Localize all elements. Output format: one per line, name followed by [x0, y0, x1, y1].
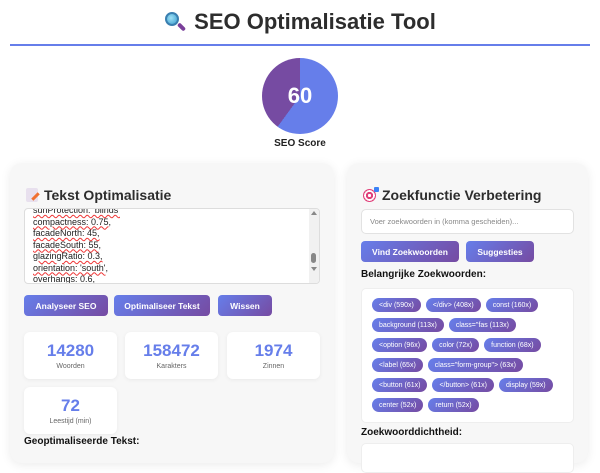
stat-label: Karakters [156, 363, 187, 370]
search-panel-header: Zoekfunctie Verbetering [363, 186, 542, 203]
text-optimization-panel: Tekst Optimalisatie sunProtection: 'blin… [10, 163, 334, 463]
seo-score-pie: 60 [262, 58, 338, 134]
stat-label: Woorden [56, 363, 85, 370]
textarea-line: glazingRatio: 0.3, [33, 251, 103, 261]
seo-score-value: 60 [287, 83, 313, 108]
clear-button[interactable]: Wissen [218, 295, 272, 316]
stat-value: 1974 [254, 341, 293, 360]
keyword-tag[interactable]: <button (61x) [372, 378, 428, 392]
keyword-density-box [361, 443, 574, 473]
keyword-tag[interactable]: color (72x) [432, 338, 480, 352]
target-icon [363, 186, 379, 202]
stat-sentences: 1974 Zinnen [227, 332, 320, 379]
keyword-tag[interactable]: </div> (408x) [425, 298, 481, 312]
stat-value: 14280 [46, 341, 95, 360]
optimize-text-button[interactable]: Optimaliseer Tekst [114, 295, 210, 316]
keyword-density-label: Zoekwoorddichtheid: [361, 427, 463, 438]
stat-label: Zinnen [262, 363, 285, 370]
textarea-line: sunProtection: 'blinds' [33, 208, 120, 215]
app-header: SEO Optimalisatie Tool [10, 0, 590, 46]
keyword-tag[interactable]: class="fas (113x) [448, 318, 516, 332]
keyword-tag[interactable]: </button> (61x) [432, 378, 494, 392]
keyword-tag[interactable]: <label (65x) [372, 358, 423, 372]
stat-value: 72 [61, 396, 80, 415]
text-panel-header: Tekst Optimalisatie [26, 187, 171, 203]
scroll-thumb[interactable] [311, 253, 316, 263]
textarea-line: orientation: 'south', [33, 262, 108, 273]
suggestions-button[interactable]: Suggesties [466, 241, 534, 262]
search-panel-title: Zoekfunctie Verbetering [382, 187, 542, 203]
textarea-scrollbar[interactable] [309, 209, 319, 283]
keyword-tag[interactable]: const (160x) [485, 298, 539, 312]
memo-icon [26, 188, 38, 202]
keyword-tag[interactable]: background (113x) [372, 318, 444, 332]
keyword-tag[interactable]: center (52x) [372, 398, 424, 412]
text-panel-title: Tekst Optimalisatie [44, 187, 172, 203]
keyword-tag[interactable]: <option (96x) [372, 338, 428, 352]
keyword-tag[interactable]: class="form-group"> (63x) [427, 358, 524, 372]
magnifier-icon [164, 11, 187, 33]
keywords-label: Belangrijke Zoekwoorden: [361, 269, 487, 280]
keywords-input[interactable]: Voer zoekwoorden in (komma gescheiden)..… [361, 209, 574, 234]
text-input-area[interactable]: sunProtection: 'blinds' compactness: 0.7… [24, 208, 320, 284]
stat-reading-time: 72 Leestijd (min) [24, 387, 117, 434]
seo-score-label: SEO Score [274, 138, 326, 149]
textarea-line: facadeNorth: 45, [33, 228, 100, 238]
find-keywords-button[interactable]: Vind Zoekwoorden [361, 241, 459, 262]
stat-value: 158472 [143, 341, 200, 360]
seo-score-widget: 60 SEO Score [256, 58, 344, 149]
keyword-tag[interactable]: display (59x) [498, 378, 553, 392]
search-improvement-panel: Zoekfunctie Verbetering Voer zoekwoorden… [347, 163, 588, 473]
scroll-down-arrow-icon[interactable] [311, 267, 317, 271]
optimized-text-label: Geoptimaliseerde Tekst: [24, 436, 140, 447]
textarea-line: overhangs: 0.6, [33, 274, 96, 284]
analyze-seo-button[interactable]: Analyseer SEO [24, 295, 108, 316]
keyword-tag[interactable]: <div (590x) [372, 298, 421, 312]
keywords-list: <div (590x) </div> (408x) const (160x) b… [361, 288, 574, 423]
textarea-line: facadeSouth: 55, [33, 239, 102, 250]
scroll-up-arrow-icon[interactable] [311, 211, 317, 215]
stat-label: Leestijd (min) [49, 418, 92, 425]
keyword-tag[interactable]: function (68x) [484, 338, 541, 352]
stat-words: 14280 Woorden [24, 332, 117, 379]
textarea-line: compactness: 0.75, [33, 216, 112, 227]
page-title: SEO Optimalisatie Tool [194, 9, 436, 34]
stat-characters: 158472 Karakters [125, 332, 218, 379]
keyword-tag[interactable]: return (52x) [428, 398, 479, 412]
